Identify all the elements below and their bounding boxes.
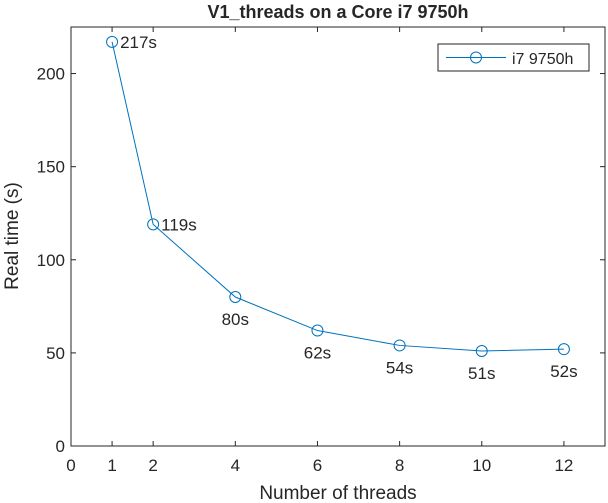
data-point [475, 345, 488, 358]
data-label: 217s [120, 33, 157, 52]
x-tick-label: 2 [148, 456, 157, 475]
x-axis-label: Number of threads [259, 483, 416, 503]
legend: i7 9750h [437, 43, 590, 72]
x-tick-label: 4 [231, 456, 240, 475]
x-axis: 0 1 2 4 6 8 10 12 [66, 27, 573, 475]
y-axis-label: Real time (s) [2, 182, 23, 290]
data-point [147, 218, 160, 231]
y-tick-label: 150 [37, 158, 65, 177]
y-tick-label: 100 [37, 251, 65, 270]
x-tick-label: 6 [313, 456, 322, 475]
data-label: 62s [304, 344, 331, 363]
plot-area [70, 26, 606, 447]
x-tick-label: 0 [66, 456, 75, 475]
data-point [311, 324, 324, 337]
data-point [106, 35, 119, 48]
data-point [229, 291, 242, 304]
chart-title: V1_threads on a Core i7 9750h [207, 2, 468, 22]
data-label: 80s [222, 310, 249, 329]
series-layer: 217s 119s 80s 62s 54s 51s 52s [106, 33, 578, 383]
data-point [393, 339, 406, 352]
data-point [557, 343, 570, 356]
x-tick-label: 1 [107, 456, 116, 475]
data-label: 54s [386, 358, 413, 377]
data-label: 119s [161, 215, 197, 234]
data-label: 51s [468, 364, 495, 383]
legend-label: i7 9750h [512, 51, 573, 68]
y-tick-label: 50 [46, 344, 65, 363]
x-tick-label: 10 [472, 456, 491, 475]
y-axis: 0 50 100 150 200 [37, 65, 605, 456]
series-line [111, 41, 564, 352]
data-label: 52s [550, 362, 577, 381]
x-tick-label: 12 [554, 456, 573, 475]
legend-marker [470, 51, 482, 64]
x-tick-label: 8 [395, 456, 404, 475]
y-tick-label: 200 [37, 65, 65, 84]
y-tick-label: 0 [56, 437, 65, 456]
